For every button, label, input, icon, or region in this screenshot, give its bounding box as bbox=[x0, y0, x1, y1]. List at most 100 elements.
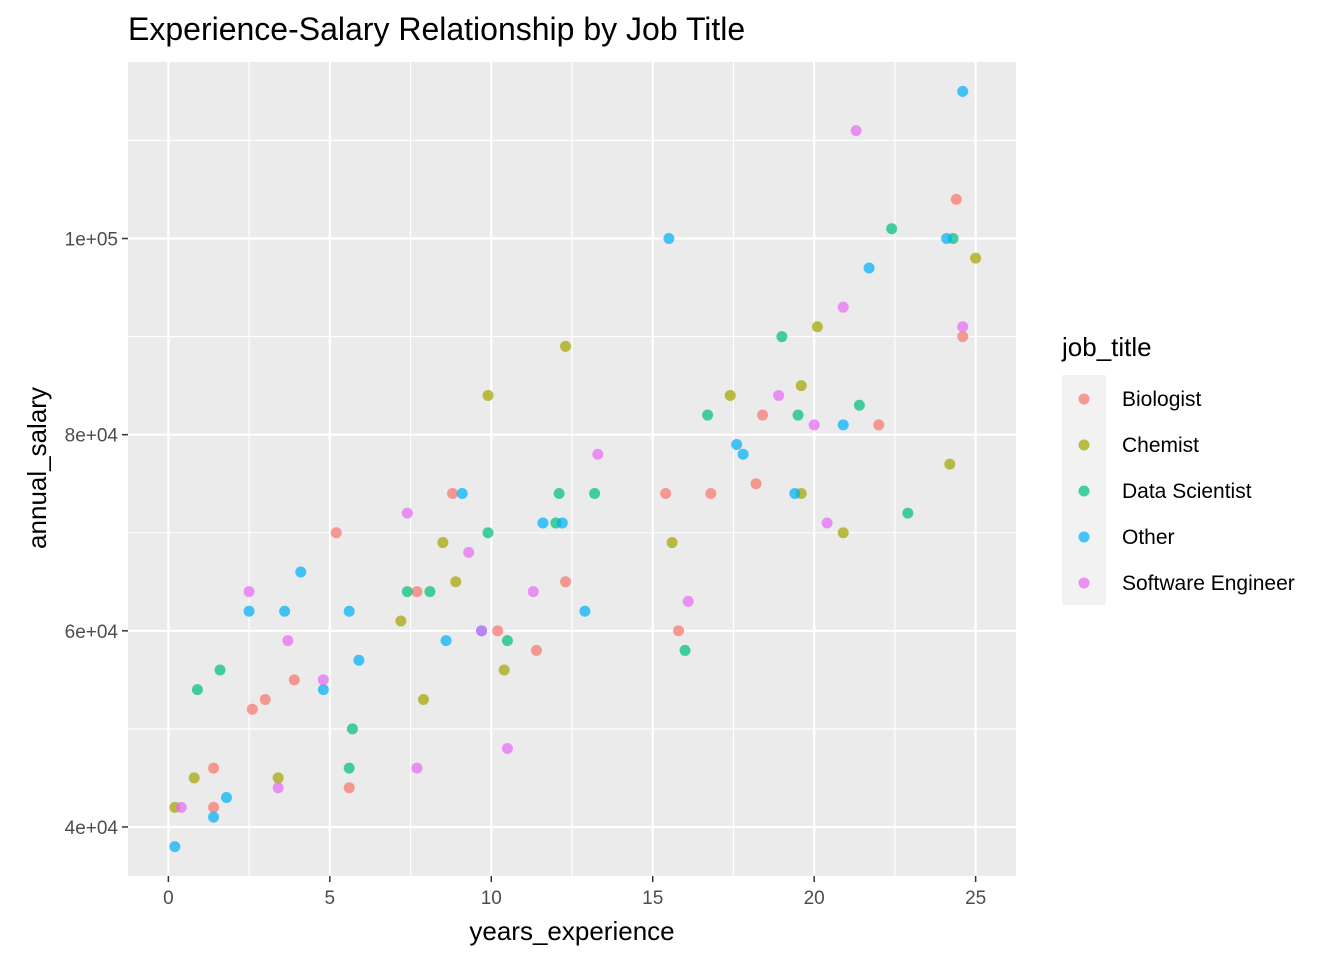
legend-key-chemist bbox=[1078, 439, 1090, 451]
data-point-software-engineer bbox=[821, 517, 833, 529]
x-tick-label: 10 bbox=[481, 888, 502, 909]
data-point-chemist bbox=[188, 772, 200, 784]
legend-label-software-engineer: Software Engineer bbox=[1122, 572, 1295, 595]
data-point-biologist bbox=[259, 693, 271, 705]
y-tick-label: 6e+04 bbox=[65, 622, 119, 643]
data-point-other bbox=[353, 654, 365, 666]
data-point-data-scientist bbox=[853, 399, 865, 411]
legend-key-data-scientist bbox=[1078, 485, 1090, 497]
data-point-other bbox=[556, 517, 568, 529]
x-tick-label: 5 bbox=[325, 888, 336, 909]
data-point-data-scientist bbox=[343, 762, 355, 774]
data-point-other bbox=[220, 792, 232, 804]
legend-label-chemist: Chemist bbox=[1122, 434, 1199, 457]
data-point-other bbox=[343, 605, 355, 617]
legend-items: Biologist Chemist Data Scientist Other Softw… bbox=[1078, 388, 1295, 595]
data-point-software-engineer bbox=[501, 743, 513, 755]
data-point-data-scientist bbox=[553, 488, 565, 500]
data-point-software-engineer bbox=[282, 635, 294, 647]
data-point-software-engineer bbox=[808, 419, 820, 431]
data-point-data-scientist bbox=[886, 223, 898, 235]
data-point-software-engineer bbox=[837, 301, 849, 313]
axis-ticks: 0 5 10 15 20 25 4e+04 6e+04 8e+04 1e+05 bbox=[65, 230, 987, 909]
data-point-chemist bbox=[811, 321, 823, 333]
x-tick-label: 25 bbox=[965, 888, 986, 909]
data-point-other bbox=[208, 811, 220, 823]
data-point-chemist bbox=[482, 389, 494, 401]
data-point-biologist bbox=[288, 674, 300, 686]
data-point-biologist bbox=[492, 625, 504, 637]
data-point-data-scientist bbox=[424, 586, 436, 598]
data-point-data-scientist bbox=[191, 684, 203, 696]
data-point-software-engineer bbox=[773, 389, 785, 401]
data-point-chemist bbox=[724, 389, 736, 401]
data-point-biologist bbox=[750, 478, 762, 490]
data-point-chemist bbox=[417, 693, 429, 705]
legend-title: job_title bbox=[1061, 332, 1152, 362]
data-point-chemist bbox=[970, 252, 982, 264]
data-point-other bbox=[243, 605, 255, 617]
data-point-other bbox=[537, 517, 549, 529]
data-point-other bbox=[663, 233, 675, 245]
data-point-chemist bbox=[498, 664, 510, 676]
data-point-software-engineer bbox=[682, 595, 694, 607]
data-point-software-engineer bbox=[850, 125, 862, 137]
data-point-chemist bbox=[560, 340, 572, 352]
x-tick-label: 0 bbox=[163, 888, 174, 909]
legend-label-other: Other bbox=[1122, 526, 1175, 549]
data-point-other bbox=[941, 233, 953, 245]
data-point-other bbox=[789, 488, 801, 500]
data-point-chemist bbox=[944, 458, 956, 470]
data-point-other bbox=[440, 635, 452, 647]
data-point-software-engineer bbox=[957, 321, 969, 333]
data-point-biologist bbox=[757, 409, 769, 421]
data-point-software-engineer bbox=[317, 674, 329, 686]
data-point-data-scientist bbox=[702, 409, 714, 421]
data-point-software-engineer bbox=[476, 625, 488, 637]
data-point-data-scientist bbox=[501, 635, 513, 647]
data-point-data-scientist bbox=[214, 664, 226, 676]
data-point-other bbox=[837, 419, 849, 431]
data-point-biologist bbox=[208, 762, 220, 774]
y-tick-label: 8e+04 bbox=[65, 426, 119, 447]
data-point-chemist bbox=[272, 772, 284, 784]
data-point-other bbox=[317, 684, 329, 696]
data-point-software-engineer bbox=[175, 801, 187, 813]
legend-label-data-scientist: Data Scientist bbox=[1122, 480, 1252, 503]
data-point-software-engineer bbox=[272, 782, 284, 794]
data-point-other bbox=[957, 85, 969, 97]
data-point-data-scientist bbox=[776, 331, 788, 343]
data-point-biologist bbox=[957, 331, 969, 343]
data-point-data-scientist bbox=[401, 586, 413, 598]
data-point-other bbox=[863, 262, 875, 274]
data-point-chemist bbox=[395, 615, 407, 627]
gridlines bbox=[128, 62, 1016, 876]
data-point-chemist bbox=[837, 527, 849, 539]
data-point-biologist bbox=[705, 488, 717, 500]
data-point-biologist bbox=[447, 488, 459, 500]
data-point-chemist bbox=[450, 576, 462, 588]
data-point-other bbox=[737, 448, 749, 460]
data-point-data-scientist bbox=[482, 527, 494, 539]
data-point-biologist bbox=[560, 576, 572, 588]
data-point-biologist bbox=[411, 586, 423, 598]
data-point-biologist bbox=[673, 625, 685, 637]
data-point-chemist bbox=[666, 537, 678, 549]
chart-title: Experience-Salary Relationship by Job Ti… bbox=[128, 11, 745, 47]
data-point-software-engineer bbox=[243, 586, 255, 598]
data-point-biologist bbox=[246, 703, 258, 715]
data-point-data-scientist bbox=[589, 488, 601, 500]
data-point-data-scientist bbox=[679, 644, 691, 656]
y-axis-title: annual_salary bbox=[22, 387, 52, 549]
data-point-biologist bbox=[530, 644, 542, 656]
data-point-data-scientist bbox=[902, 507, 914, 519]
data-point-software-engineer bbox=[401, 507, 413, 519]
data-point-biologist bbox=[343, 782, 355, 794]
data-point-software-engineer bbox=[527, 586, 539, 598]
x-tick-label: 20 bbox=[804, 888, 825, 909]
data-point-other bbox=[279, 605, 291, 617]
data-point-biologist bbox=[950, 193, 962, 205]
data-point-other bbox=[731, 438, 743, 450]
legend-key-other bbox=[1078, 531, 1090, 543]
